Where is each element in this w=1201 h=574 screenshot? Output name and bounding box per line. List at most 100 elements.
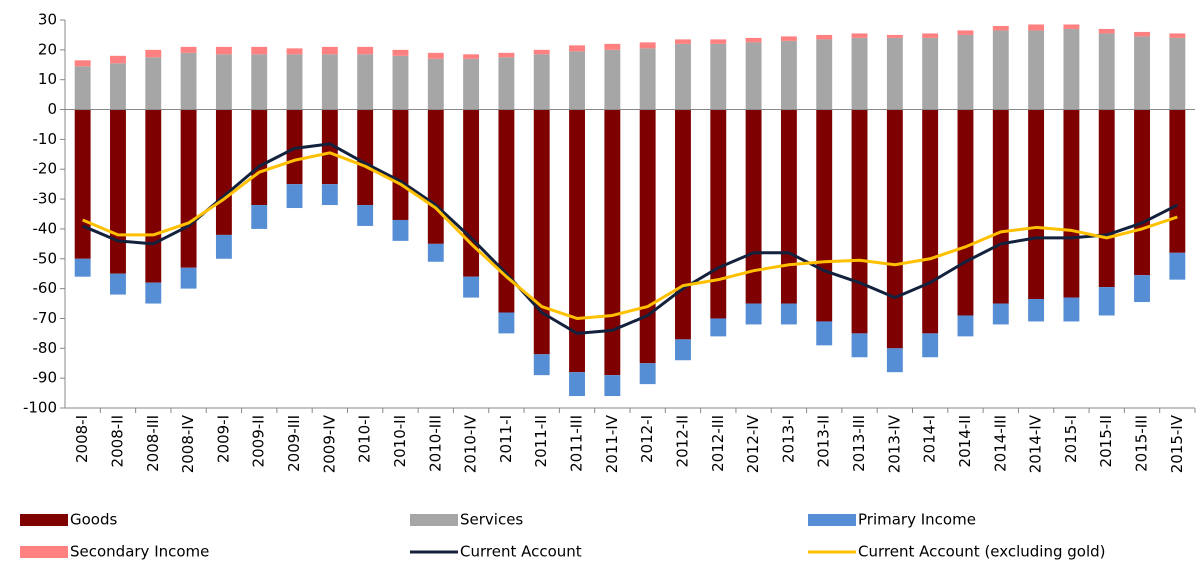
y-tick-label: -100 (23, 399, 57, 417)
bar-segment (745, 42, 762, 110)
bar-segment (427, 243, 444, 262)
bar-segment (74, 109, 91, 259)
y-tick-label: -20 (33, 160, 58, 178)
bar-segment (604, 49, 621, 110)
bar-segment (74, 258, 91, 277)
bar-segment (392, 219, 409, 241)
bar-segment (180, 46, 197, 53)
y-tick-label: 20 (38, 40, 57, 58)
bar-segment (1028, 30, 1045, 110)
bar-segment (1063, 109, 1080, 298)
bar-segment (498, 312, 515, 334)
bar-segment (1028, 24, 1045, 31)
x-tick-label: 2014-I (921, 415, 939, 463)
y-tick-label: -90 (33, 369, 58, 387)
bar-segment (392, 109, 409, 220)
x-tick-label: 2008-IV (179, 414, 197, 473)
bar-segment (1028, 109, 1045, 300)
line (82, 142, 1179, 335)
bar-segment (427, 52, 444, 59)
bar-segment (463, 58, 480, 110)
bar-segment (110, 273, 126, 295)
bar-segment (1169, 252, 1186, 280)
bar-segment (886, 37, 903, 110)
bar-segment (710, 39, 727, 44)
bar-segment (1134, 275, 1150, 303)
bar-segment (251, 109, 268, 206)
bar-segment (463, 54, 480, 59)
bar-segment (321, 46, 338, 55)
bar-segment (816, 109, 833, 322)
legend-swatch (20, 546, 68, 558)
legend-swatch (20, 514, 68, 526)
legend-label: Current Account (excluding gold) (858, 543, 1106, 561)
bar-segment (498, 57, 515, 110)
x-tick-label: 2015-III (1133, 415, 1151, 472)
bar-segment (922, 109, 939, 334)
bar-segment (1098, 28, 1115, 34)
x-tick-label: 2015-I (1062, 415, 1080, 463)
x-tick-label: 2008-II (108, 415, 126, 467)
x-tick-label: 2009-II (250, 415, 268, 467)
bar-segment (110, 63, 126, 110)
bar-segment (710, 109, 727, 319)
bar-segment (639, 42, 656, 49)
bar-segment (957, 30, 974, 35)
bar-segment (1098, 109, 1115, 288)
bar-segment (321, 184, 338, 206)
x-tick-label: 2013-III (850, 415, 868, 472)
x-tick-label: 2014-IV (1027, 414, 1045, 473)
bar-segment (604, 109, 621, 376)
y-tick-label: -50 (33, 249, 58, 267)
x-tick-label: 2009-I (214, 415, 232, 463)
x-tick-label: 2010-IV (462, 414, 480, 473)
bar-segment (851, 333, 868, 358)
x-tick-label: 2012-III (709, 415, 727, 472)
x-tick-label: 2009-III (285, 415, 303, 472)
bar-segment (1134, 109, 1150, 276)
bar-segment (675, 109, 691, 340)
y-tick-label: -80 (33, 339, 58, 357)
bar-segment (251, 54, 268, 110)
bar-segment (1098, 287, 1115, 316)
x-tick-label: 2013-I (779, 415, 797, 463)
bar-segment (74, 66, 91, 110)
bar-segment (851, 109, 868, 334)
bar-segment (816, 34, 833, 40)
y-tick-label: -70 (33, 309, 58, 327)
bar-segment (215, 54, 232, 110)
bar-segment (498, 52, 515, 58)
bar-segment (639, 48, 656, 110)
bar-segment (957, 315, 974, 337)
x-tick-label: 2012-I (638, 415, 656, 463)
bar-segment (992, 303, 1009, 325)
bar-segment (569, 372, 585, 397)
legend-label: Services (460, 511, 523, 529)
x-tick-label: 2012-II (673, 415, 691, 467)
bar-segment (215, 234, 232, 259)
bar-segment (710, 43, 727, 110)
bar-segment (780, 36, 797, 41)
bar-segment (1169, 109, 1186, 253)
bar-segment (145, 282, 162, 304)
bar-segment (675, 339, 691, 361)
bar-segment (569, 51, 585, 110)
bar-segment (780, 40, 797, 110)
bar-segment (1063, 297, 1080, 322)
bar-segment (745, 303, 762, 325)
bar-segment (780, 303, 797, 325)
x-tick-label: 2009-IV (320, 414, 338, 473)
bar-segment (851, 33, 868, 38)
bar-segment (110, 55, 126, 64)
bar-segment (1063, 24, 1080, 29)
bar-segment (675, 43, 691, 110)
x-tick-label: 2010-I (356, 415, 374, 463)
bar-segment (1098, 33, 1115, 110)
bar-segment (392, 55, 409, 110)
bar-segment (286, 54, 303, 110)
bar-segment (427, 109, 444, 244)
bar-segment (392, 49, 409, 56)
bar-segment (992, 30, 1009, 110)
y-tick-label: -30 (33, 190, 58, 208)
